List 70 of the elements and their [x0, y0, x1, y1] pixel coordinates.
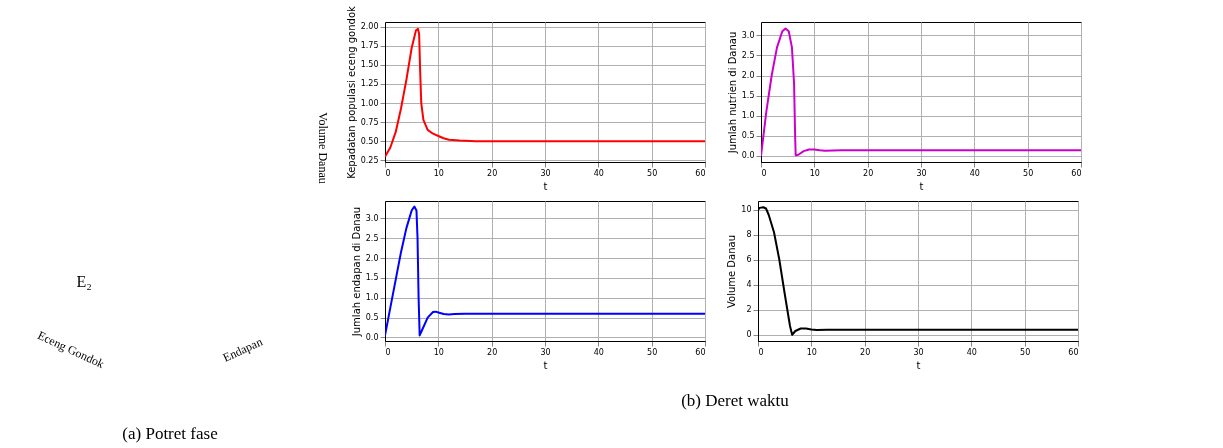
x-tick-label: 50: [647, 168, 658, 178]
y-tick-label: 2.5: [365, 233, 379, 243]
y-tick-label: 0.50: [360, 136, 379, 146]
x-axis-title: t: [543, 180, 548, 192]
y-tick-label: 2: [746, 305, 752, 315]
text: (a) Potret fase: [122, 424, 218, 443]
x-tick-label: 60: [1068, 347, 1079, 357]
y-tick-label: 2.0: [365, 253, 379, 263]
x-axis-title: t: [543, 359, 548, 371]
y-tick-label: 1.5: [741, 91, 755, 101]
y-axis-title: Jumlah nutrien di Danau: [726, 31, 738, 155]
x-tick-label: 40: [966, 347, 977, 357]
text: (b) Deret waktu: [681, 391, 790, 410]
x-axis-title: t: [916, 359, 921, 371]
y-tick-label: 0.75: [360, 117, 379, 127]
x-tick-label: 30: [540, 347, 551, 357]
x-tick-label: 40: [593, 168, 604, 178]
y-tick-label: 1.75: [360, 41, 379, 51]
y-tick-label: 2.00: [360, 22, 379, 32]
y-tick-label: 0.0: [365, 332, 379, 342]
y-tick-label: 6: [746, 255, 752, 265]
x-tick-label: 60: [695, 347, 706, 357]
line-series: [761, 27, 1081, 157]
x-tick-label: 10: [433, 347, 444, 357]
x-tick-label: 30: [916, 168, 927, 178]
y-axis-title: Volume Danau: [726, 234, 738, 309]
text: Volume Danau: [316, 112, 330, 184]
y-tick-label: 0: [746, 330, 752, 340]
y-tick-label: 3.0: [741, 30, 755, 40]
y-tick-label: 1.00: [360, 98, 379, 108]
y-tick-label: 1.25: [360, 79, 379, 89]
x-tick-label: 40: [969, 168, 980, 178]
x-tick-label: 50: [1023, 168, 1034, 178]
x-tick-label: 0: [758, 347, 764, 357]
x-tick-label: 20: [487, 168, 498, 178]
y-tick-label: 2.0: [741, 71, 755, 81]
y-axis-title: Jumlah endapan di Danau: [350, 206, 362, 338]
y-tick-label: 1.5: [365, 273, 379, 283]
x-tick-label: 60: [695, 168, 706, 178]
x-tick-label: 60: [1071, 168, 1082, 178]
x-tick-label: 0: [761, 168, 767, 178]
y-tick-label: 0.25: [360, 155, 379, 165]
x-tick-label: 20: [863, 168, 874, 178]
y-tick-label: 1.0: [741, 111, 755, 121]
y-tick-label: 1.0: [365, 293, 379, 303]
text: E₂: [76, 273, 92, 291]
x-tick-label: 30: [913, 347, 924, 357]
y-tick-label: 8: [746, 230, 752, 240]
y-tick-label: 3.0: [365, 213, 379, 223]
line-series: [385, 205, 705, 337]
y-axis-title: Kepadatan populasi eceng gondok: [345, 5, 357, 179]
x-tick-label: 40: [593, 347, 604, 357]
y-tick-label: 0.5: [741, 131, 755, 141]
x-axis-title: t: [919, 180, 924, 192]
x-tick-label: 30: [540, 168, 551, 178]
x-tick-label: 10: [433, 168, 444, 178]
y-tick-label: 0.5: [365, 313, 379, 323]
x-tick-label: 0: [385, 168, 391, 178]
x-tick-label: 50: [647, 347, 658, 357]
x-tick-label: 20: [487, 347, 498, 357]
y-tick-label: 0.0: [741, 151, 755, 161]
x-tick-label: 10: [806, 347, 817, 357]
x-tick-label: 20: [860, 347, 871, 357]
x-tick-label: 10: [809, 168, 820, 178]
x-tick-label: 0: [385, 347, 391, 357]
y-tick-label: 2.5: [741, 50, 755, 60]
x-tick-label: 50: [1020, 347, 1031, 357]
y-tick-label: 1.50: [360, 60, 379, 70]
y-tick-label: 4: [746, 280, 752, 290]
y-tick-label: 10: [741, 205, 752, 215]
